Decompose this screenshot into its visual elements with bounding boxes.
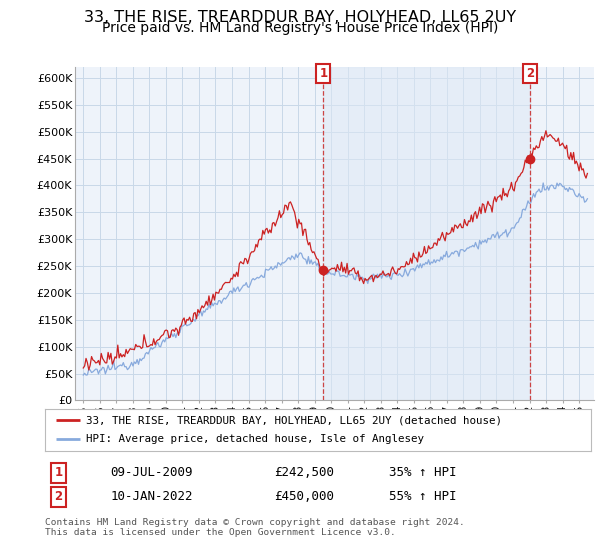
Text: 33, THE RISE, TREARDDUR BAY, HOLYHEAD, LL65 2UY: 33, THE RISE, TREARDDUR BAY, HOLYHEAD, L… (84, 10, 516, 25)
Text: £450,000: £450,000 (274, 491, 334, 503)
Text: 09-JUL-2009: 09-JUL-2009 (110, 466, 193, 479)
Text: 35% ↑ HPI: 35% ↑ HPI (389, 466, 457, 479)
Bar (323, 67, 530, 400)
Text: 10-JAN-2022: 10-JAN-2022 (110, 491, 193, 503)
Text: 1: 1 (55, 466, 63, 479)
Text: 2: 2 (55, 491, 63, 503)
Text: 2: 2 (526, 67, 534, 80)
Text: HPI: Average price, detached house, Isle of Anglesey: HPI: Average price, detached house, Isle… (86, 435, 424, 445)
Text: 33, THE RISE, TREARDDUR BAY, HOLYHEAD, LL65 2UY (detached house): 33, THE RISE, TREARDDUR BAY, HOLYHEAD, L… (86, 415, 502, 425)
Text: 1: 1 (319, 67, 328, 80)
Text: £242,500: £242,500 (274, 466, 334, 479)
Text: 55% ↑ HPI: 55% ↑ HPI (389, 491, 457, 503)
Text: Price paid vs. HM Land Registry's House Price Index (HPI): Price paid vs. HM Land Registry's House … (102, 21, 498, 35)
Text: Contains HM Land Registry data © Crown copyright and database right 2024.
This d: Contains HM Land Registry data © Crown c… (45, 517, 465, 537)
